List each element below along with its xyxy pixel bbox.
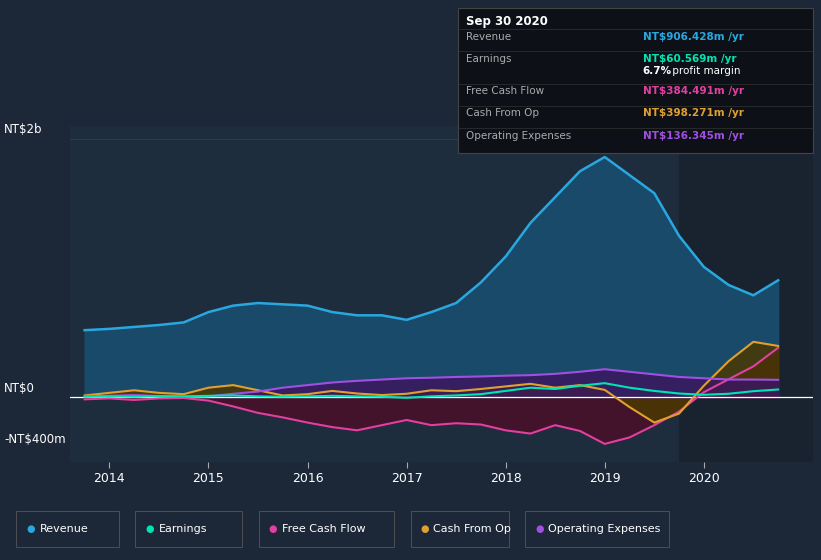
Text: ●: ● [420,524,429,534]
Text: NT$384.491m /yr: NT$384.491m /yr [643,86,744,96]
Text: profit margin: profit margin [669,67,741,76]
Text: NT$398.271m /yr: NT$398.271m /yr [643,109,744,119]
Text: NT$0: NT$0 [4,381,35,395]
Text: Earnings: Earnings [466,54,511,64]
Text: NT$60.569m /yr: NT$60.569m /yr [643,54,736,64]
Text: NT$906.428m /yr: NT$906.428m /yr [643,32,744,42]
Text: Free Cash Flow: Free Cash Flow [282,524,365,534]
Text: NT$2b: NT$2b [4,123,43,136]
Text: Earnings: Earnings [158,524,207,534]
Bar [679,126,813,462]
Text: ●: ● [145,524,154,534]
Text: ●: ● [535,524,544,534]
Text: Operating Expenses: Operating Expenses [548,524,661,534]
Text: -NT$400m: -NT$400m [4,433,66,446]
Text: Free Cash Flow: Free Cash Flow [466,86,544,96]
Text: NT$136.345m /yr: NT$136.345m /yr [643,130,744,141]
Text: ●: ● [26,524,34,534]
Text: Revenue: Revenue [466,32,511,42]
Text: Sep 30 2020: Sep 30 2020 [466,15,548,27]
Text: ●: ● [268,524,277,534]
Text: Cash From Op: Cash From Op [433,524,511,534]
Text: Revenue: Revenue [39,524,88,534]
Text: Operating Expenses: Operating Expenses [466,130,571,141]
Text: 6.7%: 6.7% [643,67,672,76]
Text: Cash From Op: Cash From Op [466,109,539,119]
